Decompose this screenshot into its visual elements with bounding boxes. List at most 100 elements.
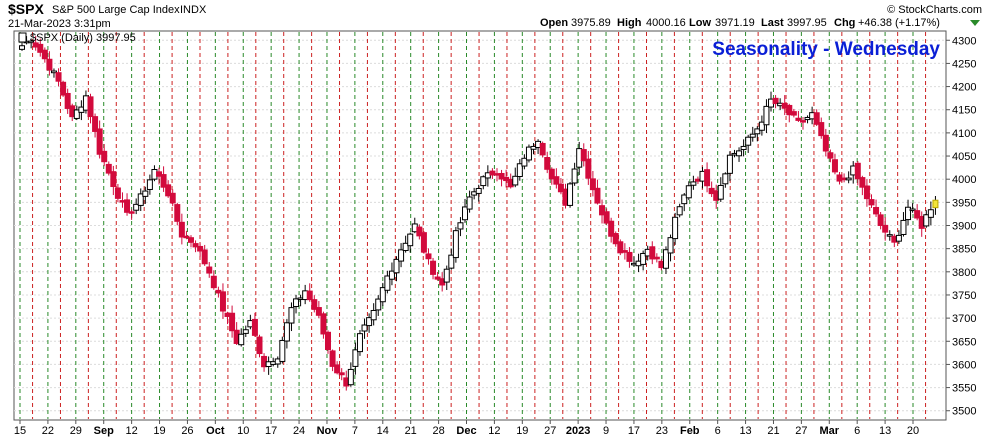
candle-body [905,206,912,221]
y-tick-label: 3550 [952,383,976,395]
dropdown-triangle-icon[interactable] [970,20,980,26]
candle-body [375,298,382,311]
candle-body [133,203,140,211]
candle-body [882,224,889,233]
x-tick-label: 13 [879,425,891,437]
candle-body [786,104,793,116]
candle-body [831,159,838,173]
index-name: S&P 500 Large Cap Index [52,4,180,16]
candle-body [356,333,363,353]
candle-body [758,121,765,131]
candle-body [640,252,647,265]
candle-body [548,168,555,180]
y-axis: 3500 3550 3600 3650 3700 3750 3800 3850 3900 3950… [946,35,976,418]
x-tick-label: 9 [603,425,609,437]
x-tick-label: 10 [237,425,249,437]
candle-body [398,249,405,262]
candle-body [41,49,48,60]
candle-body [571,168,578,184]
candle-body [384,275,391,291]
y-tick-label: 4150 [952,105,976,117]
candle-body [799,120,806,123]
candle-body [160,174,167,188]
last-value: 3997.95 [787,17,827,29]
candle-body [553,176,560,185]
candle-body [498,172,505,180]
candle-body [19,45,25,50]
candle-body [594,187,601,204]
candle-body [914,210,921,219]
high-value: 4000.16 [646,17,686,29]
candle-body [462,206,469,221]
y-tick-label: 4100 [952,128,976,140]
x-tick-label: 13 [739,425,751,437]
candle-body [251,318,258,336]
candle-body [873,206,880,215]
candle-body [539,142,546,156]
low-value: 3971.19 [715,17,755,29]
candle-body [219,291,226,312]
candle-body [599,205,606,216]
exchange-label: INDX [180,4,207,16]
datetime-label: 21-Mar-2023 3:31pm [8,18,111,30]
candle-body [745,136,752,146]
candle-body [206,266,213,274]
y-tick-label: 3750 [952,290,976,302]
candle-body [900,219,907,235]
candle-body [242,329,249,334]
y-tick-label: 4200 [952,82,976,94]
x-tick-label: 29 [70,425,82,437]
y-tick-label: 3950 [952,197,976,209]
candle-body [279,339,286,362]
candle-body [146,179,153,190]
chart-title: Seasonality - Wednesday [712,39,940,60]
candle-body [142,190,149,197]
ohlc-readout: Open 3975.89 High 4000.16 Low 3971.19 La… [540,17,940,29]
candle-body [685,185,692,199]
candle-body [183,235,190,239]
candle-body [347,368,354,386]
x-tick-label: 23 [656,425,668,437]
candle-body [859,177,866,188]
candle-body [740,145,747,151]
candle-body [238,333,245,346]
x-tick-label: 14 [377,425,389,437]
y-tick-label: 3800 [952,267,976,279]
candle-body [92,116,99,132]
candle-body [603,211,610,224]
candle-body [169,192,176,204]
candle-body [795,117,802,121]
candle-body [201,249,208,265]
x-tick-label: 12 [488,425,500,437]
x-tick-label: Mar [820,425,840,437]
candle-body [315,307,322,316]
open-value: 3975.89 [571,17,611,29]
candle-body [283,322,290,342]
x-tick-label: 19 [516,425,528,437]
candle-body [567,183,574,206]
candle-body [325,331,331,350]
chg-label: Chg [834,17,855,29]
candle-body [407,233,414,247]
candle-body [293,298,300,308]
candle-body [110,171,117,188]
candle-body [480,176,487,187]
candle-body [311,299,318,310]
y-tick-label: 3650 [952,336,976,348]
candle-body [790,111,797,116]
candle-body [37,43,44,53]
candle-body [210,275,217,289]
candle-body [124,199,131,213]
candle-body [192,243,199,248]
x-tick-label: Feb [680,425,700,437]
candle-body [516,163,523,178]
candle-body [452,230,459,259]
x-tick-label: Oct [206,425,225,437]
candle-body [681,194,688,205]
candle-body [749,133,756,138]
x-tick-label: 22 [42,425,54,437]
candle-body [28,40,35,44]
candle-body [818,122,825,137]
candle-body [690,181,697,186]
x-tick-label: 6 [715,425,721,437]
